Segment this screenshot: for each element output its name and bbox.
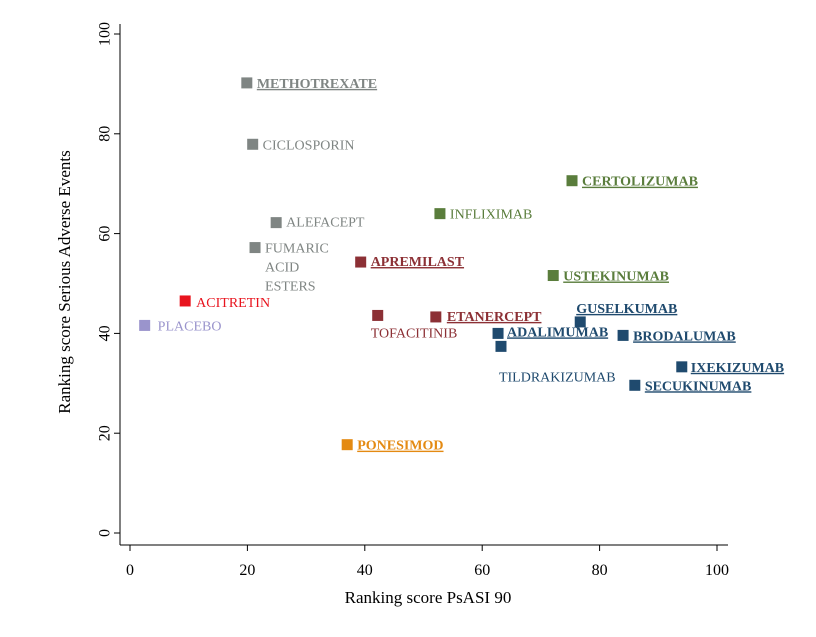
point-label-line: FUMARIC	[265, 242, 329, 257]
data-point: INFLIXIMAB	[434, 208, 532, 223]
point-label: BRODALUMAB	[633, 329, 736, 344]
y-tick-label: 60	[97, 226, 114, 242]
y-ticks: 0 20 40 60 80 100	[97, 22, 120, 537]
point-label: FUMARIC ACID ESTERS	[265, 242, 329, 295]
point-label: CERTOLIZUMAB	[582, 175, 698, 190]
point-marker	[139, 320, 150, 331]
data-point: TILDRAKIZUMAB	[495, 341, 615, 386]
y-tick-label: 0	[97, 529, 114, 537]
data-point: USTEKINUMAB	[548, 270, 669, 285]
point-marker	[342, 439, 353, 450]
point-marker	[567, 175, 578, 186]
data-point: APREMILAST	[355, 255, 465, 270]
x-tick-label: 60	[474, 562, 490, 579]
data-point: ALEFACEPT	[271, 216, 365, 231]
y-tick-label: 40	[97, 325, 114, 341]
data-point: ADALIMUMAB	[493, 325, 609, 340]
point-label: ALEFACEPT	[286, 216, 365, 231]
point-label: PLACEBO	[158, 319, 222, 334]
data-point: ETANERCEPT	[430, 310, 542, 325]
point-label: TILDRAKIZUMAB	[499, 370, 616, 385]
point-label: METHOTREXATE	[257, 77, 377, 92]
data-point: PONESIMOD	[342, 439, 444, 454]
point-marker	[430, 311, 441, 322]
data-point: GUSELKUMAB	[575, 302, 678, 328]
point-label-line: ESTERS	[265, 280, 316, 295]
x-tick-label: 20	[239, 562, 255, 579]
y-axis: Ranking score Serious Adverse Events	[55, 24, 120, 545]
point-marker	[247, 139, 258, 150]
y-tick-label: 100	[97, 22, 114, 46]
point-marker	[271, 217, 282, 228]
point-label: TOFACITINIB	[371, 326, 458, 341]
point-marker	[618, 330, 629, 341]
point-label: USTEKINUMAB	[563, 270, 669, 285]
point-label: INFLIXIMAB	[450, 208, 532, 223]
y-tick-label: 80	[97, 126, 114, 142]
y-axis-title: Ranking score Serious Adverse Events	[55, 150, 74, 413]
data-points: METHOTREXATE CICLOSPORIN ALEFACEPT FUMARIC A…	[139, 77, 784, 454]
point-label: SECUKINUMAB	[645, 379, 752, 394]
point-label: GUSELKUMAB	[576, 302, 677, 317]
scatter-chart: Ranking score PsASI 90 Ranking score Ser…	[0, 0, 816, 637]
x-ticks: 0 20 40 60 80 100	[126, 545, 729, 579]
data-point: CERTOLIZUMAB	[567, 175, 698, 190]
point-marker	[548, 270, 559, 281]
y-tick-label: 20	[97, 425, 114, 441]
data-point: IXEKIZUMAB	[676, 361, 784, 376]
point-marker	[495, 341, 506, 352]
point-marker	[676, 361, 687, 372]
x-tick-label: 40	[357, 562, 373, 579]
point-label: ACITRETIN	[196, 296, 270, 311]
data-point: CICLOSPORIN	[247, 138, 354, 153]
point-marker	[372, 310, 383, 321]
point-marker	[180, 295, 191, 306]
point-label-line: ACID	[265, 261, 299, 276]
x-axis: Ranking score PsASI 90	[120, 545, 728, 607]
x-tick-label: 80	[592, 562, 608, 579]
point-label: ADALIMUMAB	[507, 325, 608, 340]
point-label: IXEKIZUMAB	[691, 361, 784, 376]
point-label: CICLOSPORIN	[263, 138, 355, 153]
x-tick-label: 100	[705, 562, 729, 579]
point-marker	[355, 257, 366, 268]
point-marker	[493, 328, 504, 339]
data-point: METHOTREXATE	[241, 77, 377, 92]
point-marker	[434, 208, 445, 219]
point-label: PONESIMOD	[357, 439, 443, 454]
data-point: FUMARIC ACID ESTERS	[250, 242, 329, 295]
point-marker	[629, 380, 640, 391]
point-marker	[241, 77, 252, 88]
x-tick-label: 0	[126, 562, 134, 579]
data-point: BRODALUMAB	[618, 329, 736, 344]
x-axis-title: Ranking score PsASI 90	[345, 588, 512, 607]
point-label: APREMILAST	[371, 255, 465, 270]
data-point: SECUKINUMAB	[629, 379, 751, 394]
point-marker	[250, 242, 261, 253]
data-point: PLACEBO	[139, 319, 221, 334]
point-label: ETANERCEPT	[447, 310, 542, 325]
data-point: ACITRETIN	[180, 295, 270, 311]
data-point: TOFACITINIB	[371, 310, 458, 342]
